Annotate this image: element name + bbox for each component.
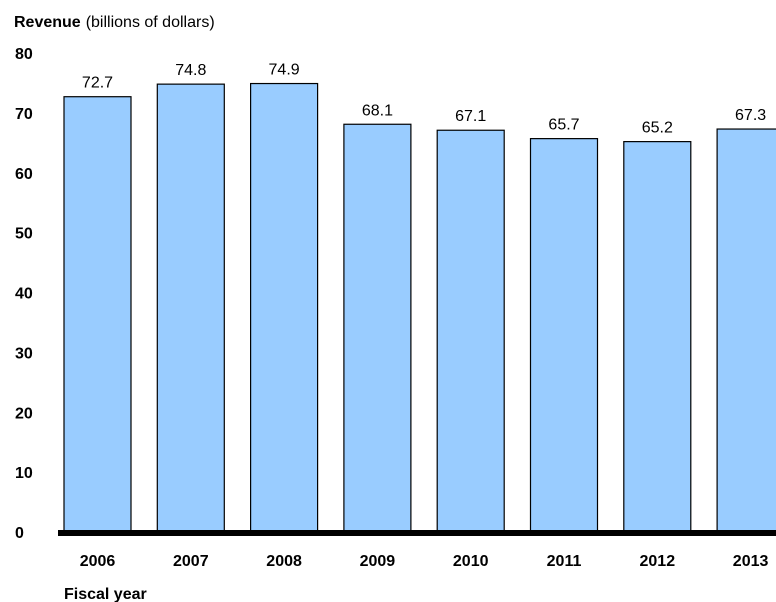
data-label-2011: 65.7: [548, 117, 579, 134]
data-labels: 72.7 74.8 74.9 68.1 67.1 65.7 65.2 67.3: [82, 62, 766, 137]
x-axis-title: Fiscal year: [64, 586, 147, 602]
y-tick-label: 70: [15, 106, 33, 123]
x-tick-label-2011: 2011: [547, 553, 582, 570]
bar-2008: [250, 82, 319, 533]
x-tick-label-2013: 2013: [733, 553, 769, 570]
bar-2009: [343, 123, 412, 533]
x-tick-label-2007: 2007: [173, 553, 209, 570]
data-label-2009: 68.1: [362, 102, 393, 119]
x-tick-label-2006: 2006: [80, 553, 116, 570]
data-label-2007: 74.8: [175, 62, 206, 79]
y-tick-label: 30: [15, 345, 33, 362]
x-axis-ticks: 2006 2007 2008 2009 2010 2011 2012 2013: [80, 553, 769, 570]
bars: [63, 82, 776, 533]
y-tick-label: 20: [15, 405, 33, 422]
y-tick-label: 40: [15, 286, 33, 303]
data-label-2013: 67.3: [735, 107, 766, 124]
bar-2012: [623, 141, 692, 533]
x-tick-label-2008: 2008: [266, 553, 302, 570]
y-tick-label: 10: [15, 465, 33, 482]
bar-2011: [529, 138, 599, 533]
data-label-2008: 74.9: [269, 62, 300, 79]
x-tick-label-2010: 2010: [453, 553, 489, 570]
y-axis-title-bold: Revenue: [14, 14, 81, 31]
y-tick-label: 0: [15, 525, 24, 542]
y-axis-title-units: (billions of dollars): [86, 14, 215, 31]
x-tick-label-2012: 2012: [640, 553, 676, 570]
bar-2013: [716, 128, 776, 533]
y-tick-label: 50: [15, 226, 33, 243]
y-tick-label: 60: [15, 166, 33, 183]
y-axis-title: Revenue (billions of dollars): [14, 14, 215, 31]
y-tick-label: 80: [15, 46, 33, 63]
data-label-2010: 67.1: [455, 108, 486, 125]
bar-2007: [156, 83, 225, 533]
bar-2006: [63, 96, 132, 533]
data-label-2012: 65.2: [642, 120, 673, 137]
y-axis-ticks: 0 10 20 30 40 50 60 70 80: [15, 46, 33, 542]
bar-2010: [436, 129, 505, 533]
x-tick-label-2009: 2009: [360, 553, 396, 570]
data-label-2006: 72.7: [82, 75, 113, 92]
